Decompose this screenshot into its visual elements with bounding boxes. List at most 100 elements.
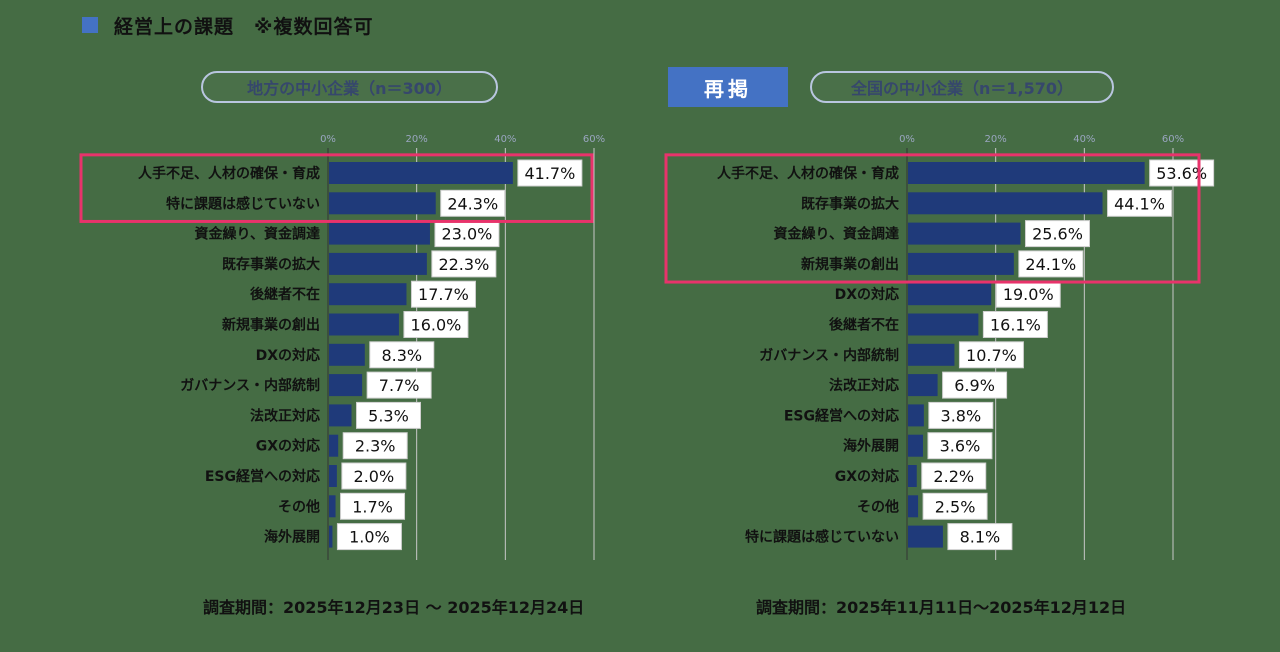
- left-data-label-box: [366, 371, 432, 399]
- left-bar-chart: 0% 20% 40% 60% 人手不足、人材の確保・育成 41.7% 特に課題は感じていない…: [79, 134, 605, 560]
- right-bar: [908, 343, 955, 366]
- right-bar: [908, 404, 924, 427]
- right-tick-label: 20%: [985, 134, 1007, 145]
- right-category-label: 人手不足、人材の確保・育成: [717, 165, 899, 182]
- left-category-label: 後継者不在: [250, 286, 320, 303]
- right-category-label: 特に課題は感じていない: [745, 529, 899, 546]
- right-bar: [908, 162, 1145, 184]
- left-data-label-box: [517, 159, 583, 187]
- right-category-label: その他: [857, 498, 899, 515]
- left-data-label: 1.0%: [349, 528, 390, 547]
- right-tick-label: 0%: [899, 134, 915, 145]
- right-data-label: 19.0%: [1003, 285, 1054, 304]
- left-data-label: 2.3%: [355, 437, 396, 456]
- right-data-label-box: [982, 311, 1048, 338]
- left-data-label-box: [369, 341, 435, 369]
- left-data-label-box: [340, 492, 406, 520]
- right-category-label: 海外展開: [843, 438, 899, 455]
- left-category-label: 資金繰り、資金調達: [195, 226, 320, 243]
- right-data-label: 2.2%: [933, 467, 974, 486]
- right-data-label: 44.1%: [1114, 194, 1165, 213]
- left-category-label: 特に課題は感じていない: [166, 195, 320, 212]
- chart-header: 経営上の課題 ※複数回答可: [82, 10, 373, 40]
- right-category-label: 既存事業の拡大: [801, 195, 899, 212]
- right-data-label: 53.6%: [1156, 164, 1207, 183]
- left-bar: [329, 525, 333, 548]
- right-data-label-box: [922, 492, 988, 520]
- right-data-label: 8.1%: [960, 528, 1001, 547]
- left-data-label-box: [434, 220, 500, 248]
- right-bar: [908, 192, 1103, 215]
- right-category-label: DXの対応: [835, 286, 899, 303]
- left-category-label: 既存事業の拡大: [222, 256, 320, 273]
- right-category-label: 資金繰り、資金調達: [774, 226, 899, 243]
- right-data-label-box: [928, 401, 994, 429]
- left-data-label-box: [342, 432, 408, 460]
- left-bar: [329, 252, 427, 275]
- right-bar: [908, 465, 917, 487]
- left-data-label-box: [410, 280, 476, 308]
- right-bar: [908, 495, 919, 518]
- right-survey-period: 調査期間：2025年11月11日～2025年12月12日: [756, 598, 1127, 617]
- right-subtitle: 全国の中小企業（n＝1,570）: [850, 79, 1073, 98]
- left-subtitle-pill: 地方の中小企業（n＝300）: [201, 71, 498, 103]
- right-data-label: 6.9%: [954, 376, 995, 395]
- right-data-label: 3.8%: [941, 406, 982, 425]
- right-data-label-box: [1149, 159, 1215, 187]
- left-subtitle: 地方の中小企業（n＝300）: [247, 79, 452, 98]
- left-data-label: 7.7%: [379, 376, 420, 395]
- left-data-label: 16.0%: [411, 316, 462, 335]
- left-data-label: 41.7%: [524, 164, 575, 183]
- repost-label: 再掲: [704, 76, 752, 101]
- header-title: 経営上の課題 ※複数回答可: [114, 15, 374, 38]
- right-bar: [908, 434, 923, 457]
- left-data-label: 22.3%: [438, 255, 489, 274]
- left-category-label: GXの対応: [256, 438, 320, 455]
- left-tick-label: 60%: [583, 134, 605, 145]
- right-data-label-box: [1107, 189, 1173, 217]
- left-data-label: 5.3%: [368, 406, 409, 425]
- left-bar: [329, 465, 337, 487]
- left-bar: [329, 162, 513, 184]
- right-data-label-box: [942, 371, 1008, 399]
- right-category-label: ESG経営への対応: [784, 407, 899, 424]
- right-category-label: ガバナンス・内部統制: [759, 347, 899, 364]
- right-data-label-box: [1024, 220, 1090, 248]
- left-tick-label: 0%: [320, 134, 336, 145]
- right-data-label: 16.1%: [990, 316, 1041, 335]
- left-tick-label: 20%: [406, 134, 428, 145]
- right-bar: [908, 525, 943, 548]
- right-data-label: 10.7%: [966, 346, 1017, 365]
- left-data-label: 24.3%: [447, 194, 498, 213]
- left-bar: [329, 404, 352, 427]
- right-data-label-box: [947, 523, 1013, 551]
- repost-badge: 再掲: [668, 67, 788, 107]
- left-category-label: DXの対応: [256, 347, 320, 364]
- left-highlight-frame: [79, 153, 594, 223]
- right-data-label: 25.6%: [1032, 225, 1083, 244]
- right-data-label-box: [995, 280, 1061, 308]
- left-category-label: 海外展開: [264, 529, 320, 546]
- left-bar: [329, 222, 430, 245]
- right-bar-chart: 0% 20% 40% 60% 人手不足、人材の確保・育成 53.6% 既存事業の拡大 44.1…: [664, 134, 1215, 560]
- left-category-label: ガバナンス・内部統制: [180, 377, 320, 394]
- right-data-label-box: [927, 432, 993, 460]
- left-data-label-box: [403, 311, 469, 338]
- right-data-label-box: [921, 462, 987, 490]
- right-category-label: 新規事業の創出: [801, 256, 899, 273]
- right-category-label: GXの対応: [835, 468, 899, 485]
- left-data-label-box: [336, 523, 402, 551]
- left-survey-period: 調査期間：2025年12月23日 ～ 2025年12月24日: [203, 598, 585, 617]
- right-data-label-box: [958, 341, 1024, 369]
- left-data-label: 2.0%: [354, 467, 395, 486]
- right-subtitle-pill: 全国の中小企業（n＝1,570）: [810, 71, 1114, 103]
- left-bar: [329, 434, 339, 457]
- left-bar: [329, 495, 336, 518]
- legend-square-icon: [82, 17, 98, 33]
- left-data-label: 23.0%: [442, 225, 493, 244]
- right-data-label-box: [1018, 250, 1084, 278]
- left-bar: [329, 343, 365, 366]
- left-category-label: 人手不足、人材の確保・育成: [138, 165, 320, 182]
- left-data-label-box: [355, 401, 421, 429]
- left-bar: [329, 192, 436, 215]
